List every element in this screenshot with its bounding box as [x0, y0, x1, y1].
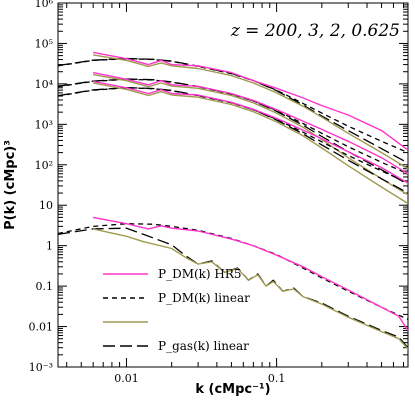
series-line-gas_hr5-z200 — [92, 228, 409, 350]
y-tick-label: 10⁻³ — [29, 361, 53, 374]
series-line-dm_hr5-z3 — [92, 80, 409, 184]
series-line-gas_hr5-z0p625 — [92, 54, 409, 170]
y-tick-label: 10⁵ — [35, 37, 53, 50]
series-line-gas_linear-z3 — [57, 86, 409, 194]
x-tick-label: 0.01 — [114, 372, 139, 385]
y-tick-label: 10⁶ — [35, 0, 54, 10]
y-tick-label: 10³ — [35, 118, 53, 131]
series-line-gas_linear-z200 — [57, 227, 409, 349]
y-axis-title: P(k) (cMpc)³ — [3, 140, 18, 230]
legend-label: P_gas(k) linear — [158, 339, 249, 353]
plot-frame — [57, 2, 409, 368]
axis-ticks: 0.01 0.1 10⁻³ 0.01 0.1 1 10 10² 10³ 10⁴ 10⁵ 10⁶ — [29, 0, 408, 385]
series-line-gas_hr5-z2 — [92, 73, 409, 196]
x-tick-label: 0.1 — [268, 372, 286, 385]
legend-label: P_DM(k) linear — [158, 291, 250, 305]
series-lines — [57, 51, 409, 350]
series-line-gas_linear-z2 — [57, 78, 409, 185]
series-line-dm_linear-z200 — [57, 223, 409, 320]
series-line-dm_hr5-z200 — [92, 216, 409, 331]
x-axis-title: k (cMpc⁻¹) — [195, 382, 270, 397]
y-tick-label: 10 — [39, 199, 53, 212]
series-line-dm_hr5-z2 — [92, 71, 409, 175]
y-tick-label: 10² — [35, 159, 53, 172]
y-tick-label: 0.01 — [29, 321, 54, 334]
series-line-dm_hr5-z0p625 — [92, 51, 409, 151]
y-tick-label: 10⁴ — [35, 78, 54, 91]
redshift-annotation: z = 200, 3, 2, 0.625 — [230, 21, 400, 41]
y-tick-label: 1 — [46, 240, 53, 253]
legend-label: P_DM(k) HR5 — [158, 267, 242, 281]
y-tick-label: 0.1 — [36, 280, 54, 293]
legend: P_DM(k) HR5 P_DM(k) linear P_gas(k) linear — [103, 267, 250, 353]
series-line-gas_hr5-z3 — [92, 82, 409, 205]
series-line-gas_linear-z0p625 — [57, 57, 409, 164]
